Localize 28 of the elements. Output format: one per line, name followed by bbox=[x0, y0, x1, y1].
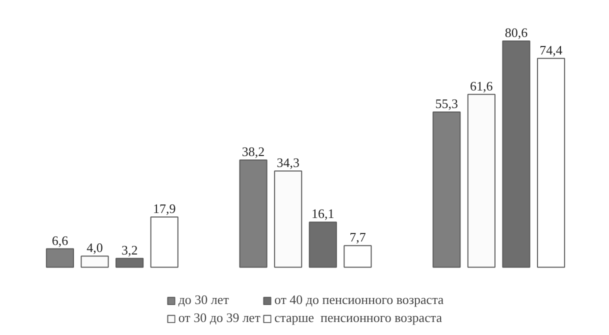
bar bbox=[502, 40, 530, 268]
legend-label: старше пенсионного возраста bbox=[274, 310, 442, 326]
data-label: 4,0 bbox=[86, 240, 103, 256]
legend-label: от 40 до пенсионного возраста bbox=[274, 292, 444, 308]
bar bbox=[46, 248, 74, 268]
bar bbox=[239, 160, 268, 268]
data-label: 7,7 bbox=[350, 230, 366, 245]
bar bbox=[80, 256, 109, 268]
data-label: 3,2 bbox=[121, 242, 138, 258]
legend-label: до 30 лет bbox=[178, 292, 229, 308]
data-label: 6,6 bbox=[52, 232, 69, 248]
bar bbox=[432, 112, 461, 268]
data-label: 34,3 bbox=[276, 154, 300, 170]
data-label: 16,1 bbox=[312, 206, 334, 222]
data-label: 80,6 bbox=[504, 24, 528, 40]
data-label: 55,3 bbox=[435, 96, 458, 112]
data-label: 74,4 bbox=[540, 42, 563, 58]
bar bbox=[467, 94, 496, 268]
data-label: 17,9 bbox=[152, 201, 176, 216]
bar bbox=[537, 58, 566, 268]
bar bbox=[274, 170, 302, 268]
bar bbox=[116, 258, 144, 268]
data-label: 61,6 bbox=[470, 78, 494, 94]
bar bbox=[308, 222, 337, 268]
bar bbox=[150, 216, 178, 268]
legend-label: от 30 до 39 лет bbox=[178, 310, 260, 326]
data-label: 38,2 bbox=[242, 144, 265, 160]
bar bbox=[344, 245, 372, 268]
